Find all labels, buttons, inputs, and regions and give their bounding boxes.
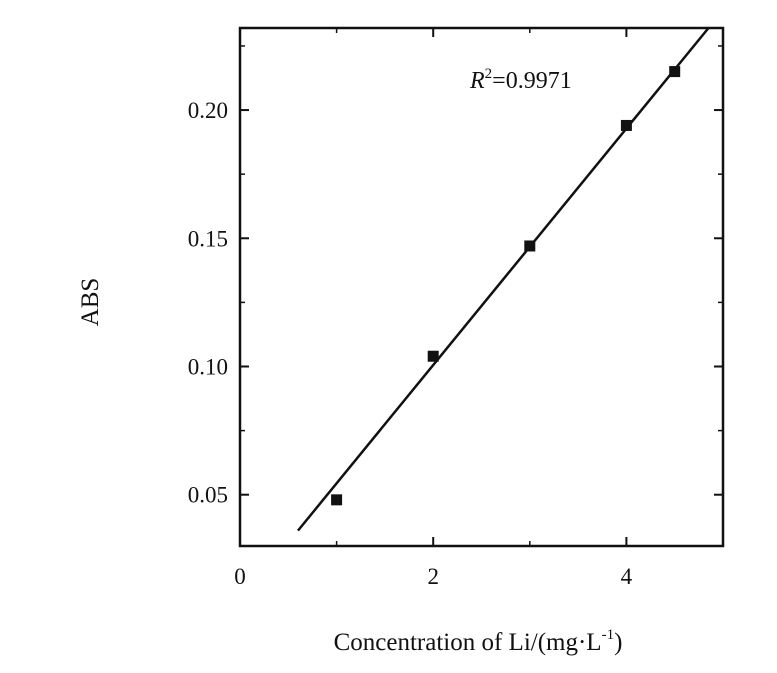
y-tick-labels: 0.05 0.10 0.15 0.20 xyxy=(188,98,228,508)
data-point-marker xyxy=(427,350,439,362)
data-point-marker xyxy=(620,119,632,131)
x-tick-label: 4 xyxy=(621,564,633,589)
y-axis-title: ABS xyxy=(77,278,104,327)
x-tick-label: 0 xyxy=(234,564,246,589)
y-tick-label: 0.05 xyxy=(188,483,228,508)
tick-marks xyxy=(239,28,723,546)
data-point-marker xyxy=(524,240,536,252)
fit-line xyxy=(296,27,710,532)
x-tick-labels: 0 2 4 xyxy=(234,564,632,589)
x-tick-label: 2 xyxy=(427,564,439,589)
x-axis-title-main: Concentration of Li/(mg·L xyxy=(334,629,602,656)
data-points xyxy=(331,66,681,506)
data-point-marker xyxy=(669,66,681,78)
y-tick-label: 0.20 xyxy=(188,98,228,123)
data-point-marker xyxy=(331,494,343,506)
y-tick-label: 0.10 xyxy=(188,354,228,379)
x-axis-title-close: ) xyxy=(614,629,622,656)
r-symbol: R xyxy=(469,68,485,94)
x-axis-title-superscript: -1 xyxy=(602,627,615,643)
x-axis-title: Concentration of Li/(mg·L-1) xyxy=(334,627,623,656)
r-superscript: 2 xyxy=(485,66,493,82)
plot-frame xyxy=(238,26,725,548)
r-squared-annotation: R2=0.9971 xyxy=(469,66,572,94)
r-squared-value: =0.9971 xyxy=(492,68,572,94)
y-tick-label: 0.15 xyxy=(188,226,228,251)
